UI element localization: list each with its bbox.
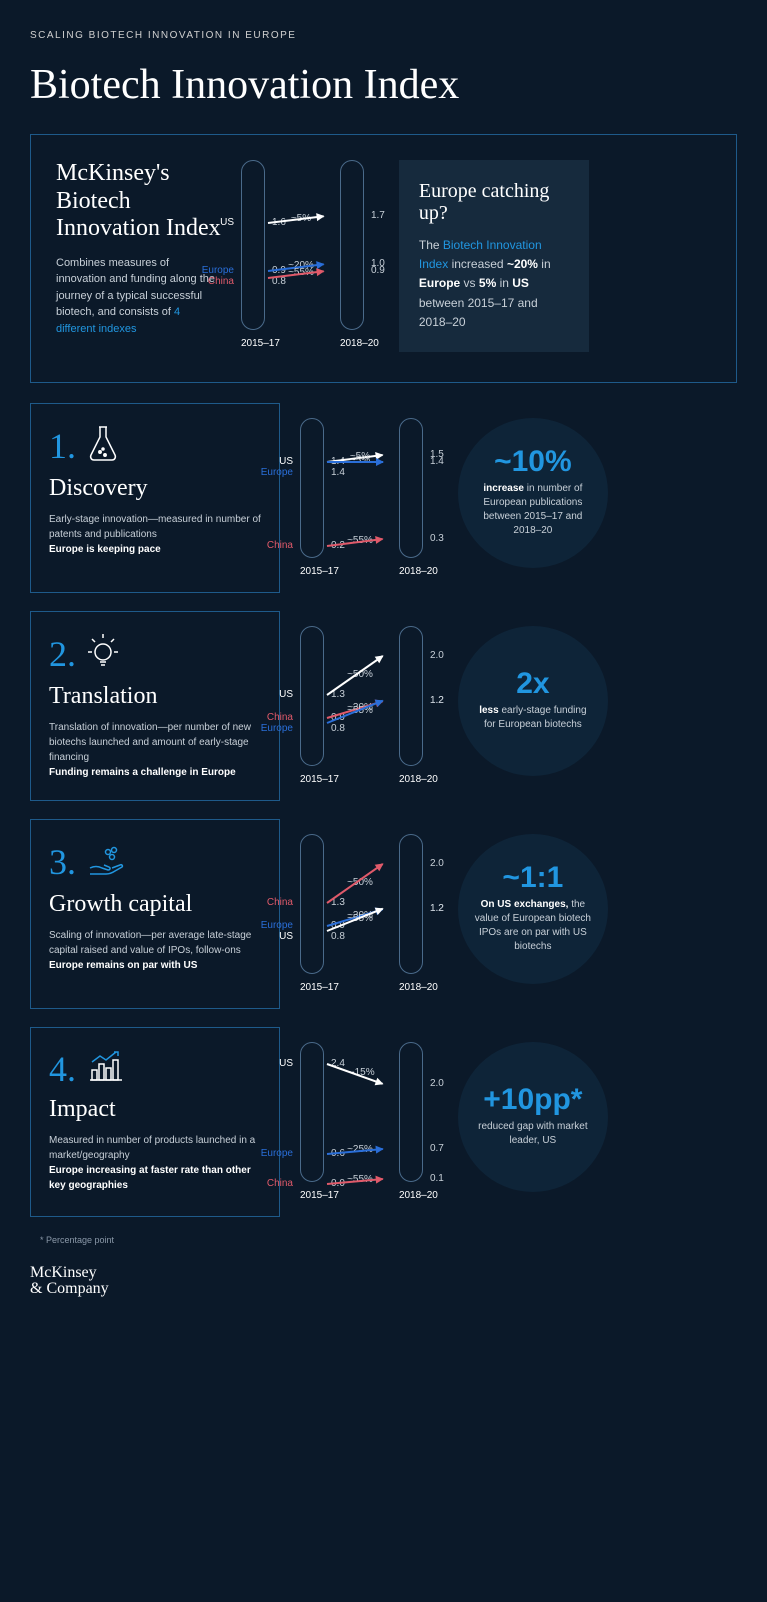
stat-circle: ~1:1 On US exchanges, the value of Europe… xyxy=(458,834,608,984)
section-num: 3. xyxy=(49,841,76,883)
eyebrow: SCALING BIOTECH INNOVATION IN EUROPE xyxy=(30,30,737,41)
section-4: 4. Impact Measured in number of products l… xyxy=(30,1027,737,1217)
section-title: Growth capital xyxy=(49,891,261,918)
stat-circle: 2x less early-stage funding for European … xyxy=(458,626,608,776)
section-thermo-chart: US1.4~5%Europe1.4~5%China0.2~55%2015–171… xyxy=(300,418,438,577)
section-thermo-chart: China1.3~50%Europe0.9~30%US0.8~55%2015–1… xyxy=(300,834,438,993)
section-desc: Scaling of innovation—per average late-s… xyxy=(49,928,261,973)
section-icon xyxy=(86,840,126,885)
section-desc: Translation of innovation—per number of … xyxy=(49,720,261,780)
stat-big: ~10% xyxy=(494,447,572,477)
stat-text: less early-stage funding for European bi… xyxy=(473,704,593,732)
section-icon xyxy=(86,424,120,469)
section-title: Translation xyxy=(49,683,261,710)
section-desc: Early-stage innovation—measured in numbe… xyxy=(49,512,261,557)
section-2: 2. Translation Translation of innovation—p… xyxy=(30,611,737,801)
main-panel: McKinsey's Biotech Innovation Index Comb… xyxy=(30,134,737,383)
stat-text: On US exchanges, the value of European b… xyxy=(473,898,593,954)
callout-title: Europe catching up? xyxy=(419,180,569,224)
logo: McKinsey& Company xyxy=(30,1265,737,1297)
section-title: Discovery xyxy=(49,475,261,502)
section-num: 2. xyxy=(49,633,76,675)
stat-big: ~1:1 xyxy=(502,863,563,893)
section-title: Impact xyxy=(49,1096,261,1123)
main-left-text: Combines measures of innovation and fund… xyxy=(56,255,221,338)
section-icon xyxy=(86,1048,126,1089)
stat-big: +10pp* xyxy=(483,1085,582,1115)
page-title: Biotech Innovation Index xyxy=(30,61,737,109)
section-thermo-chart: US1.3~50%China0.9~30%Europe0.8~55%2015–1… xyxy=(300,626,438,785)
section-desc: Measured in number of products launched … xyxy=(49,1133,261,1193)
section-1: 1. Discovery Early-stage innovation—measur… xyxy=(30,403,737,593)
stat-big: 2x xyxy=(516,669,549,699)
section-thermo-chart: US2.4~-15%Europe0.6~25%China0.0~55%2015–… xyxy=(300,1042,438,1201)
main-left-title: McKinsey's Biotech Innovation Index xyxy=(56,160,221,243)
section-3: 3. Growth capital Scaling of innovation—pe… xyxy=(30,819,737,1009)
stat-text: reduced gap with market leader, US xyxy=(473,1120,593,1148)
main-thermo-chart: US1.6~5%Europe0.9~20%China0.8~55%2015–17… xyxy=(241,160,379,352)
section-icon xyxy=(86,632,120,677)
stat-circle: ~10% increase in number of European publi… xyxy=(458,418,608,568)
stat-circle: +10pp* reduced gap with market leader, US xyxy=(458,1042,608,1192)
main-callout: Europe catching up? The Biotech Innovati… xyxy=(399,160,589,352)
stat-text: increase in number of European publicati… xyxy=(473,482,593,538)
section-num: 4. xyxy=(49,1048,76,1090)
section-num: 1. xyxy=(49,425,76,467)
callout-text: The Biotech Innovation Index increased ~… xyxy=(419,236,569,332)
footnote: * Percentage point xyxy=(40,1235,737,1245)
